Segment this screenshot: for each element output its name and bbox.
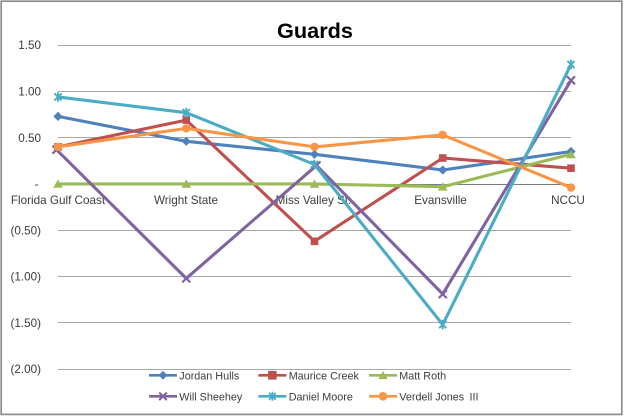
svg-text:1.00: 1.00 [18, 86, 41, 99]
svg-text:Florida Gulf Coast: Florida Gulf Coast [11, 194, 106, 207]
svg-text:Jordan Hulls: Jordan Hulls [179, 371, 240, 383]
svg-text:Maurice Creek: Maurice Creek [289, 371, 360, 383]
svg-text:Miss Valley St.: Miss Valley St. [276, 194, 352, 207]
svg-text:Wright State: Wright State [154, 194, 218, 207]
svg-text:NCCU: NCCU [551, 194, 585, 207]
svg-text:-: - [35, 178, 39, 191]
svg-text:0.50: 0.50 [18, 132, 41, 145]
svg-text:Evansville: Evansville [414, 194, 467, 207]
svg-text:Matt Roth: Matt Roth [399, 371, 446, 383]
svg-text:Daniel Moore: Daniel Moore [289, 392, 353, 404]
svg-text:(1.00): (1.00) [10, 271, 41, 284]
svg-text:(0.50): (0.50) [10, 224, 41, 237]
svg-text:(1.50): (1.50) [10, 317, 41, 330]
svg-text:Guards: Guards [277, 18, 353, 43]
svg-text:Verdell Jones III: Verdell Jones III [399, 392, 478, 404]
svg-text:Will Sheehey: Will Sheehey [179, 392, 243, 404]
svg-text:1.50: 1.50 [18, 39, 41, 52]
svg-text:(2.00): (2.00) [10, 363, 41, 376]
